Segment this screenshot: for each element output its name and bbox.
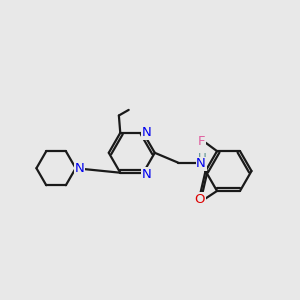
Text: H: H: [198, 152, 207, 165]
Text: O: O: [194, 193, 204, 206]
Text: F: F: [198, 193, 205, 206]
Text: N: N: [142, 126, 152, 140]
Text: N: N: [142, 168, 152, 181]
Text: N: N: [74, 162, 84, 175]
Text: N: N: [196, 157, 206, 170]
Text: F: F: [198, 135, 205, 148]
